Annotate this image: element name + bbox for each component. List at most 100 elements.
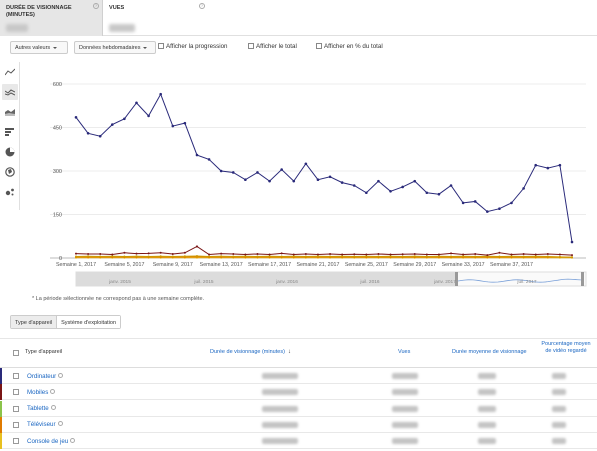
- bar-chart-icon[interactable]: [2, 124, 18, 140]
- navigator-mini-line: [457, 278, 584, 283]
- row-checkbox[interactable]: [13, 421, 19, 428]
- data-point-ordinateur: [328, 175, 332, 179]
- show-total-checkbox[interactable]: Afficher le total: [248, 43, 297, 50]
- data-point-tablette: [498, 255, 501, 258]
- other-values-dropdown[interactable]: Autres valeurs: [10, 41, 68, 54]
- data-point-mobiles: [135, 252, 138, 255]
- data-point-mobiles: [232, 252, 235, 255]
- data-point-tablette: [232, 255, 235, 258]
- range-navigator: janv. 2015 juil. 2015 janv. 2016 juil. 2016…: [75, 271, 587, 287]
- data-point-tablette: [147, 255, 150, 258]
- data-point-ordinateur: [135, 101, 138, 105]
- blurred-value: [392, 405, 418, 412]
- x-tick-label: Semaine 17, 2017: [248, 262, 291, 268]
- tab-device-type[interactable]: Type d'appareil: [11, 316, 58, 328]
- map-icon[interactable]: [2, 164, 18, 180]
- pie-chart-icon[interactable]: [2, 144, 18, 160]
- select-all-checkbox[interactable]: [13, 350, 19, 356]
- line-chart[interactable]: 0 150 300 450 600 Semaine 1, 2017 Semaine 5, …: [0, 0, 597, 300]
- help-icon[interactable]: ?: [199, 3, 205, 9]
- data-point-tablette: [437, 255, 440, 258]
- data-point-ordinateur: [486, 210, 489, 213]
- data-point-mobiles: [571, 254, 573, 257]
- column-header-watch-time[interactable]: Durée de visionnage (minutes) ↓: [210, 349, 291, 356]
- line-chart-icon[interactable]: [2, 64, 18, 80]
- data-point-ordinateur: [546, 166, 550, 170]
- x-axis-ticks: Semaine 1, 2017 Semaine 5, 2017 Semaine 9,…: [56, 262, 533, 268]
- row-checkbox[interactable]: [13, 389, 19, 396]
- data-point-mobiles: [183, 251, 186, 254]
- show-percent-checkbox[interactable]: Afficher en % du total: [316, 43, 383, 50]
- data-point-mobiles: [413, 252, 416, 255]
- stacked-area-icon[interactable]: [2, 104, 18, 120]
- row-label-text: Téléviseur: [27, 421, 56, 429]
- row-color-bar: [0, 368, 2, 384]
- row-color-bar: [0, 400, 2, 417]
- data-point-mobiles: [365, 253, 368, 256]
- metric-title: VUES: [109, 5, 125, 11]
- data-point-mobiles: [401, 253, 404, 256]
- blurred-value: [6, 24, 28, 32]
- blurred-value: [262, 421, 298, 428]
- column-header-avg-duration[interactable]: Durée moyenne de visionnage: [452, 349, 527, 355]
- table-row[interactable]: Tablette: [0, 400, 597, 417]
- data-point-ordinateur: [316, 178, 320, 181]
- table-row[interactable]: Téléviseur: [0, 416, 597, 433]
- row-label[interactable]: Console de jeu: [27, 437, 76, 445]
- data-point-mobiles: [341, 253, 344, 256]
- data-point-tablette: [316, 255, 319, 258]
- row-label[interactable]: Tablette: [27, 405, 56, 412]
- data-point-mobiles: [450, 252, 453, 255]
- row-checkbox[interactable]: [13, 373, 19, 379]
- help-icon[interactable]: ?: [93, 3, 99, 9]
- data-point-tablette: [365, 255, 368, 258]
- help-icon[interactable]: [50, 388, 56, 394]
- column-header-views[interactable]: Vues: [398, 349, 411, 355]
- row-checkbox[interactable]: [13, 438, 19, 445]
- data-point-mobiles: [437, 253, 440, 256]
- data-point-ordinateur: [159, 92, 162, 96]
- row-label[interactable]: Téléviseur: [27, 421, 63, 428]
- data-point-ordinateur: [449, 184, 453, 187]
- metric-card-views[interactable]: VUES ?: [103, 0, 208, 36]
- tab-operating-system[interactable]: Système d'exploitation: [57, 316, 120, 328]
- table-row[interactable]: Mobiles: [0, 384, 597, 401]
- blurred-value: [478, 389, 496, 396]
- table-row[interactable]: Ordinateur: [0, 368, 597, 384]
- show-progress-checkbox[interactable]: Afficher la progression: [158, 43, 227, 50]
- help-icon[interactable]: [70, 437, 76, 443]
- navigator-date-label: janv. 2016: [275, 279, 298, 285]
- metric-card-watch-time[interactable]: DURÉE DE VISIONNAGE (MINUTES) ?: [0, 0, 103, 36]
- checkbox-box[interactable]: [316, 43, 322, 49]
- data-point-ordinateur: [498, 207, 501, 210]
- weekly-data-dropdown[interactable]: Données hebdomadaires: [74, 41, 156, 54]
- row-checkbox[interactable]: [13, 405, 19, 412]
- data-point-mobiles: [377, 252, 380, 255]
- checkbox-box[interactable]: [248, 43, 254, 49]
- column-header-avg-percent[interactable]: Pourcentage moyen de vidéo regardé: [541, 341, 591, 354]
- data-point-tablette: [462, 255, 465, 258]
- data-point-ordinateur: [570, 240, 574, 244]
- x-tick-label: Semaine 1, 2017: [56, 262, 96, 268]
- checkbox-box[interactable]: [158, 43, 164, 49]
- help-icon[interactable]: [58, 372, 64, 378]
- help-icon[interactable]: [50, 405, 56, 411]
- row-label[interactable]: Mobiles: [27, 388, 56, 396]
- row-color-bar: [0, 433, 2, 450]
- data-point-tablette: [292, 255, 295, 258]
- help-icon[interactable]: [57, 421, 63, 427]
- chart-series: [74, 92, 574, 259]
- data-point-tablette: [111, 255, 114, 258]
- navigator-unselected-range: [76, 272, 456, 286]
- y-tick-label: 450: [53, 126, 62, 132]
- multi-line-chart-icon[interactable]: [2, 84, 18, 100]
- data-point-ordinateur: [268, 179, 271, 183]
- caret-down-icon: [143, 46, 148, 49]
- y-tick-label: 600: [53, 82, 62, 88]
- row-label[interactable]: Ordinateur: [27, 372, 64, 380]
- data-point-tablette: [244, 255, 247, 258]
- table-row[interactable]: Console de jeu: [0, 433, 597, 450]
- bubble-chart-icon[interactable]: [2, 184, 18, 200]
- navigator-handle-left: [455, 272, 458, 286]
- data-point-ordinateur: [123, 117, 126, 121]
